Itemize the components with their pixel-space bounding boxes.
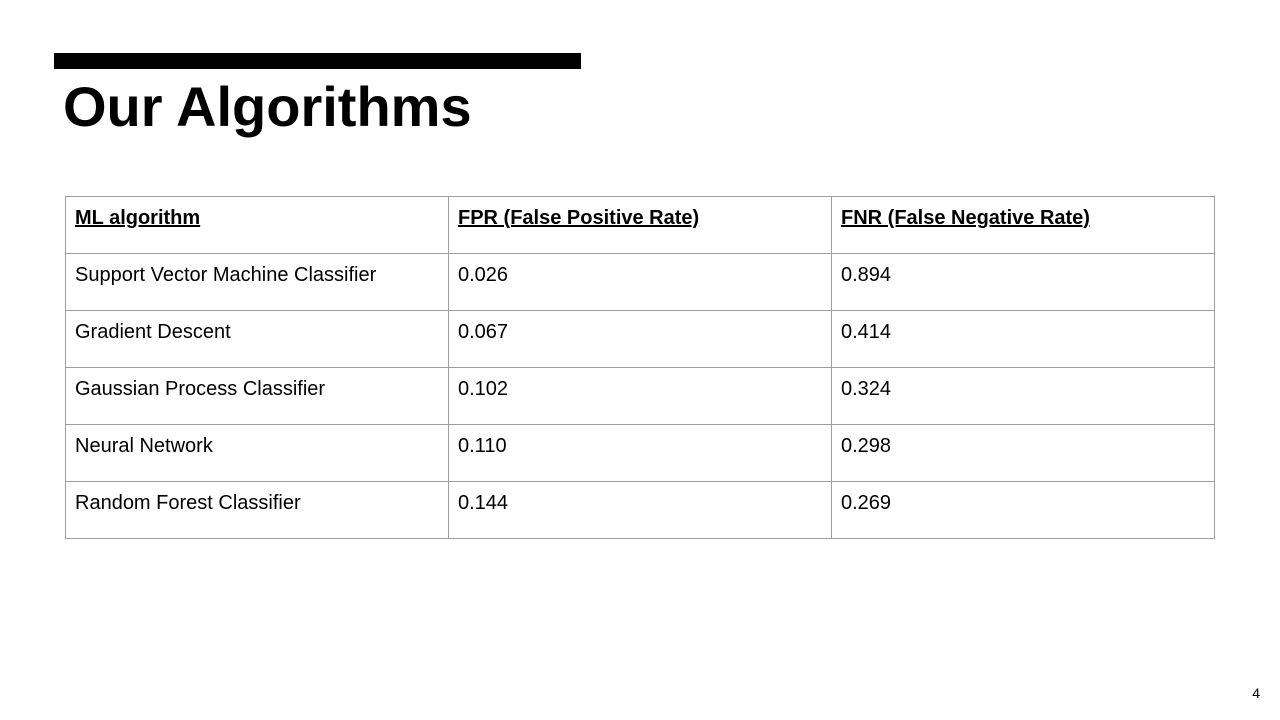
cell-fnr: 0.894	[831, 253, 1215, 311]
cell-algorithm: Random Forest Classifier	[65, 481, 449, 539]
cell-fpr: 0.026	[448, 253, 832, 311]
algorithm-results-table: ML algorithm FPR (False Positive Rate) F…	[65, 196, 1215, 539]
title-accent-bar	[54, 53, 581, 69]
cell-fpr: 0.110	[448, 424, 832, 482]
header-fnr: FNR (False Negative Rate)	[831, 196, 1215, 254]
table-row: Random Forest Classifier 0.144 0.269	[65, 481, 1215, 539]
table-row: Support Vector Machine Classifier 0.026 …	[65, 253, 1215, 311]
page-number: 4	[1252, 685, 1260, 701]
table-row: Gaussian Process Classifier 0.102 0.324	[65, 367, 1215, 425]
table-row: Gradient Descent 0.067 0.414	[65, 310, 1215, 368]
cell-fnr: 0.269	[831, 481, 1215, 539]
table-row: Neural Network 0.110 0.298	[65, 424, 1215, 482]
cell-algorithm: Support Vector Machine Classifier	[65, 253, 449, 311]
cell-fnr: 0.324	[831, 367, 1215, 425]
cell-algorithm: Neural Network	[65, 424, 449, 482]
header-ml-algorithm: ML algorithm	[65, 196, 449, 254]
table-header-row: ML algorithm FPR (False Positive Rate) F…	[65, 196, 1215, 254]
header-fpr: FPR (False Positive Rate)	[448, 196, 832, 254]
cell-fpr: 0.102	[448, 367, 832, 425]
cell-fpr: 0.067	[448, 310, 832, 368]
slide-title: Our Algorithms	[63, 75, 472, 138]
cell-fpr: 0.144	[448, 481, 832, 539]
cell-fnr: 0.414	[831, 310, 1215, 368]
cell-fnr: 0.298	[831, 424, 1215, 482]
cell-algorithm: Gradient Descent	[65, 310, 449, 368]
cell-algorithm: Gaussian Process Classifier	[65, 367, 449, 425]
